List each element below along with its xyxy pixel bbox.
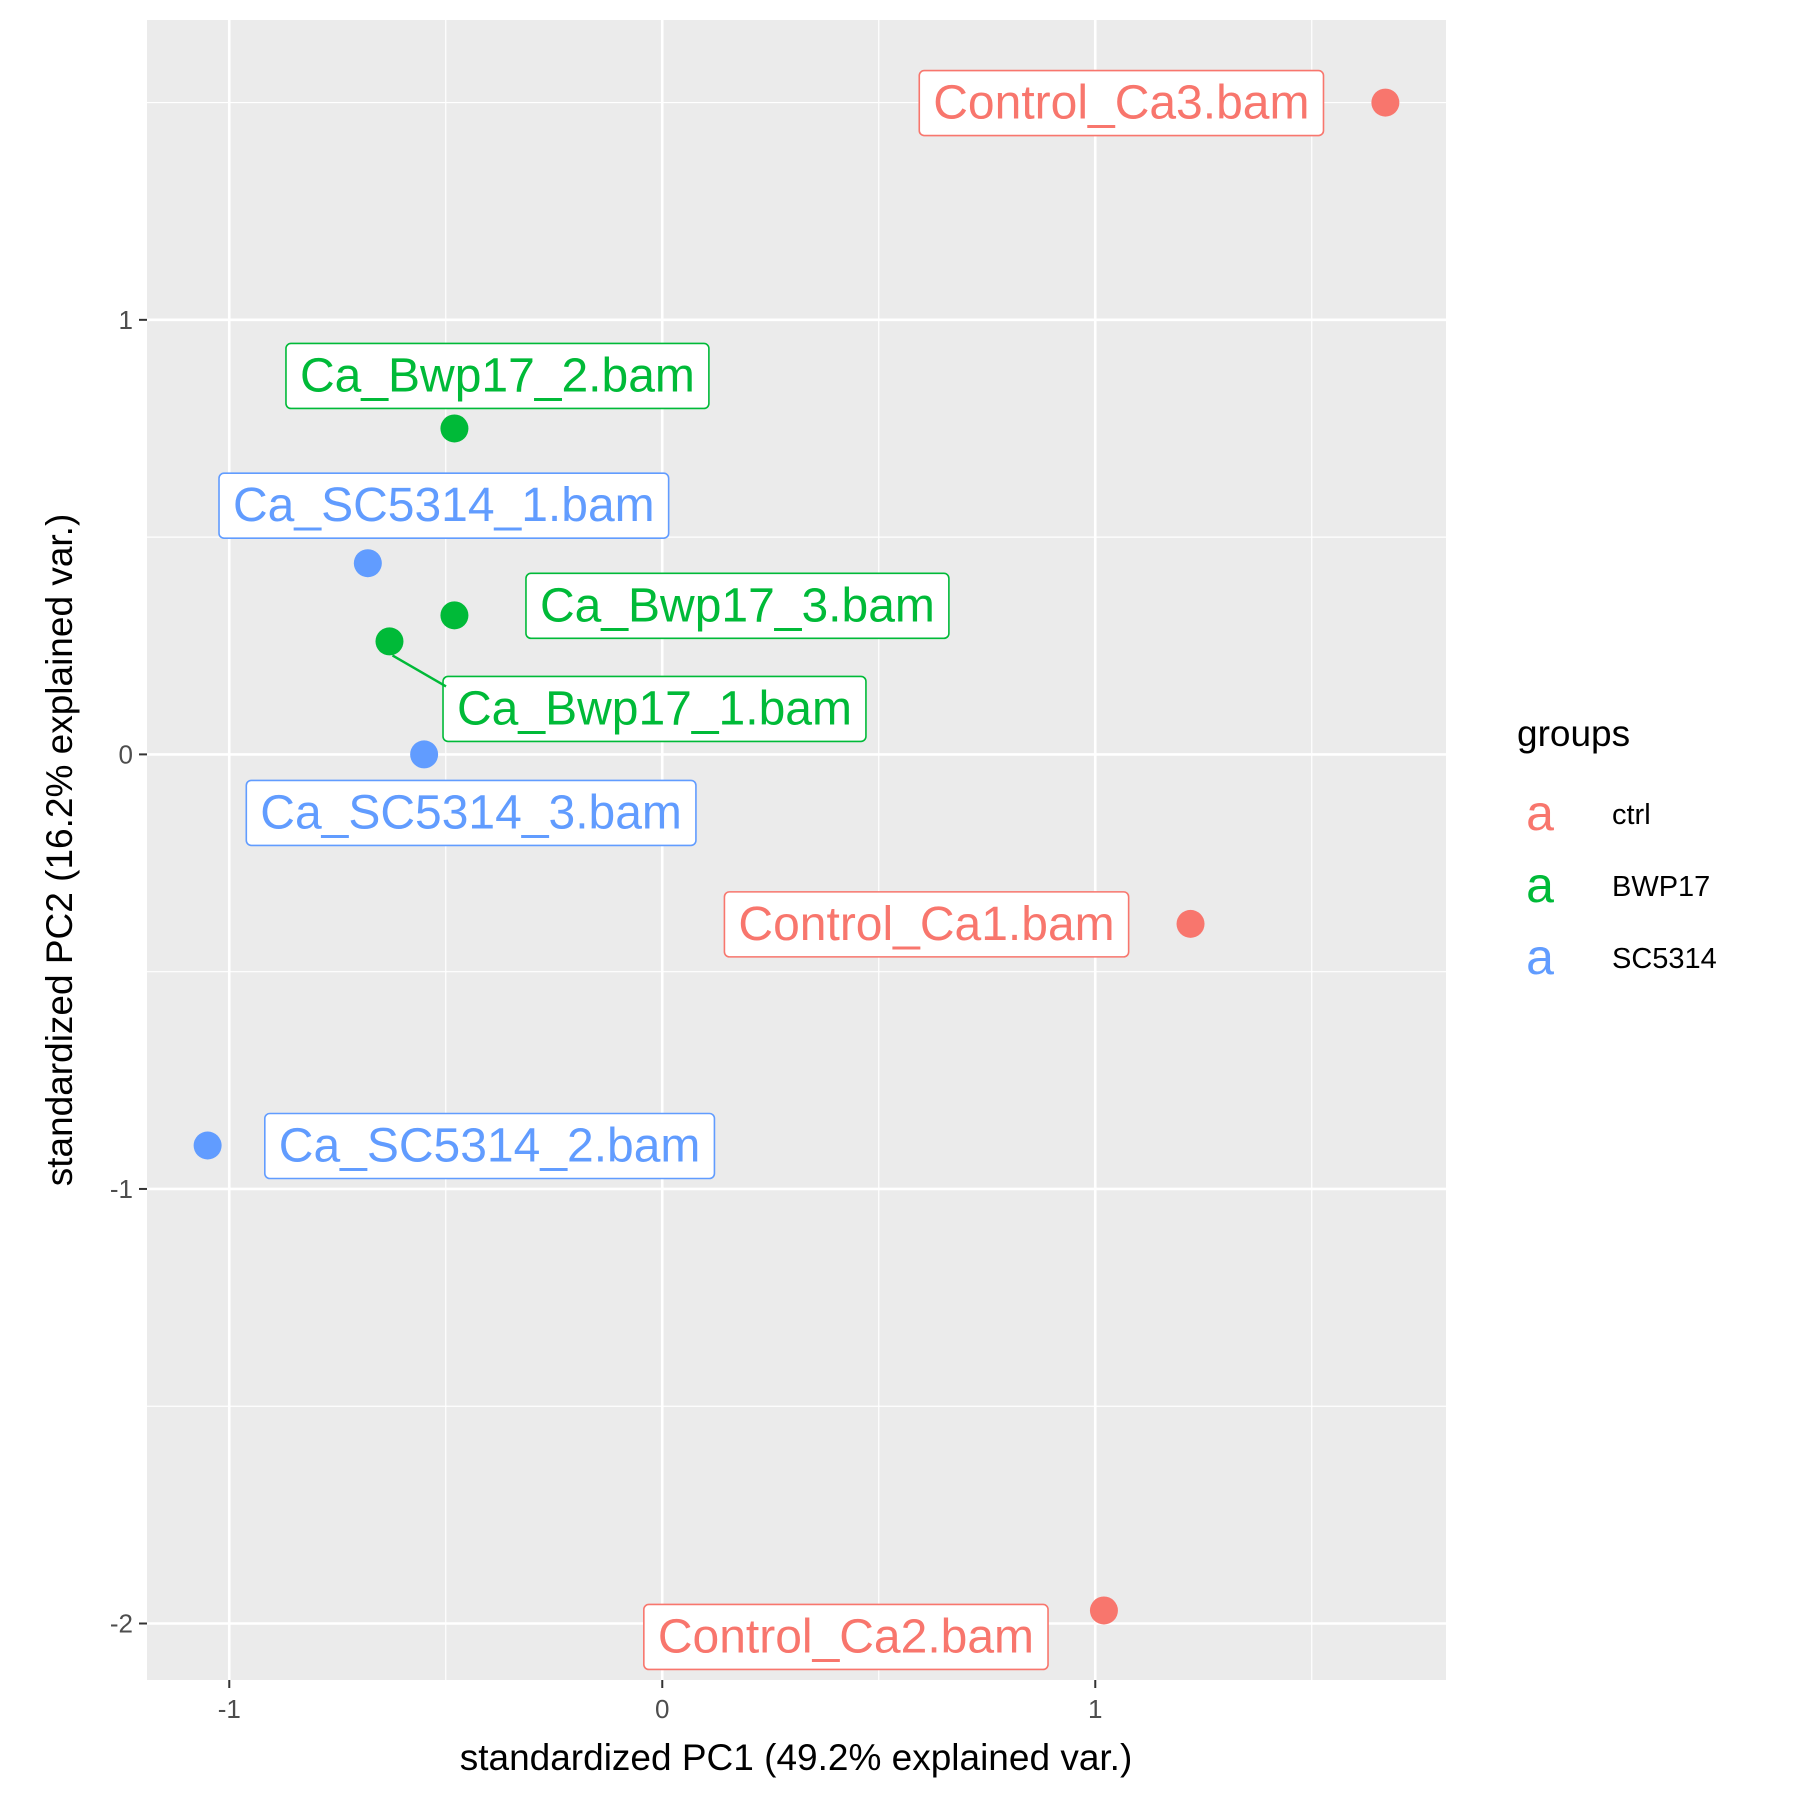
point-label-box — [723, 891, 1130, 958]
point-label: Ca_Bwp17_2.bam — [285, 342, 710, 410]
data-point — [440, 414, 469, 443]
legend-label-sc5314: SC5314 — [1612, 943, 1717, 975]
point-label-box — [918, 69, 1325, 137]
point-label-text: Control_Ca2.bam — [658, 1610, 1034, 1663]
point-label-box — [285, 342, 710, 410]
grid-major — [147, 20, 1446, 1680]
x-axis-title: standardized PC1 (49.2% explained var.) — [460, 1737, 1133, 1778]
legend-key-bwp17: a — [1526, 857, 1554, 913]
y-tick-label: -2 — [110, 1609, 133, 1639]
point-label: Ca_Bwp17_1.bam — [442, 675, 867, 743]
point-label-text: Ca_SC5314_3.bam — [260, 786, 682, 839]
point-labels: Control_Ca3.bam Control_Ca1.bam Control_Ca… — [218, 69, 1325, 1671]
label-segment — [391, 654, 447, 688]
legend-key-ctrl: a — [1526, 785, 1554, 841]
point-label-box — [442, 675, 867, 743]
point-label-text: Ca_SC5314_1.bam — [233, 479, 655, 532]
y-tick-label: 0 — [119, 739, 133, 769]
point-label-box — [643, 1603, 1049, 1671]
point-label: Ca_SC5314_2.bam — [264, 1112, 716, 1180]
point-label-text: Ca_Bwp17_1.bam — [457, 682, 852, 735]
point-label: Ca_SC5314_1.bam — [218, 472, 670, 539]
point-label-text: Control_Ca3.bam — [933, 77, 1309, 130]
legend-label-bwp17: BWP17 — [1612, 871, 1710, 903]
data-point — [440, 601, 469, 630]
y-tick-label: 1 — [119, 305, 133, 335]
legend-key-sc5314: a — [1526, 929, 1554, 985]
point-label-text: Ca_Bwp17_2.bam — [300, 349, 695, 402]
point-label-text: Ca_Bwp17_3.bam — [540, 579, 935, 632]
y-axis: -2 -1 0 1 — [110, 305, 147, 1639]
point-label-text: Control_Ca1.bam — [738, 898, 1114, 951]
point-label-text: Ca_SC5314_2.bam — [279, 1119, 701, 1172]
legend-title: groups — [1517, 713, 1630, 754]
x-tick-label: -1 — [218, 1694, 241, 1724]
point-label: Control_Ca1.bam — [723, 891, 1130, 958]
point-label-box — [245, 779, 697, 847]
point-label-box — [218, 472, 670, 539]
point-label: Ca_Bwp17_3.bam — [525, 572, 950, 640]
legend-label-ctrl: ctrl — [1612, 799, 1651, 831]
legend: groups a ctrl a BWP17 a SC5314 — [1517, 713, 1717, 993]
data-marks — [193, 88, 1400, 1625]
data-point — [375, 627, 404, 656]
x-tick-label: 0 — [655, 1694, 669, 1724]
point-label-box — [264, 1112, 716, 1180]
data-point — [353, 549, 382, 578]
y-axis-title: standardized PC2 (16.2% explained var.) — [39, 514, 80, 1187]
data-point — [1089, 1596, 1118, 1625]
data-point — [1176, 909, 1205, 938]
data-point — [410, 740, 439, 769]
x-axis: -1 0 1 — [218, 1680, 1103, 1724]
data-point — [193, 1131, 222, 1160]
point-label-box — [525, 572, 950, 640]
y-tick-label: -1 — [110, 1174, 133, 1204]
plot-panel — [147, 20, 1446, 1680]
x-tick-label: 1 — [1088, 1694, 1102, 1724]
data-point — [1371, 88, 1400, 117]
point-label: Ca_SC5314_3.bam — [245, 779, 697, 847]
point-label: Control_Ca3.bam — [918, 69, 1325, 137]
point-label: Control_Ca2.bam — [643, 1603, 1049, 1671]
